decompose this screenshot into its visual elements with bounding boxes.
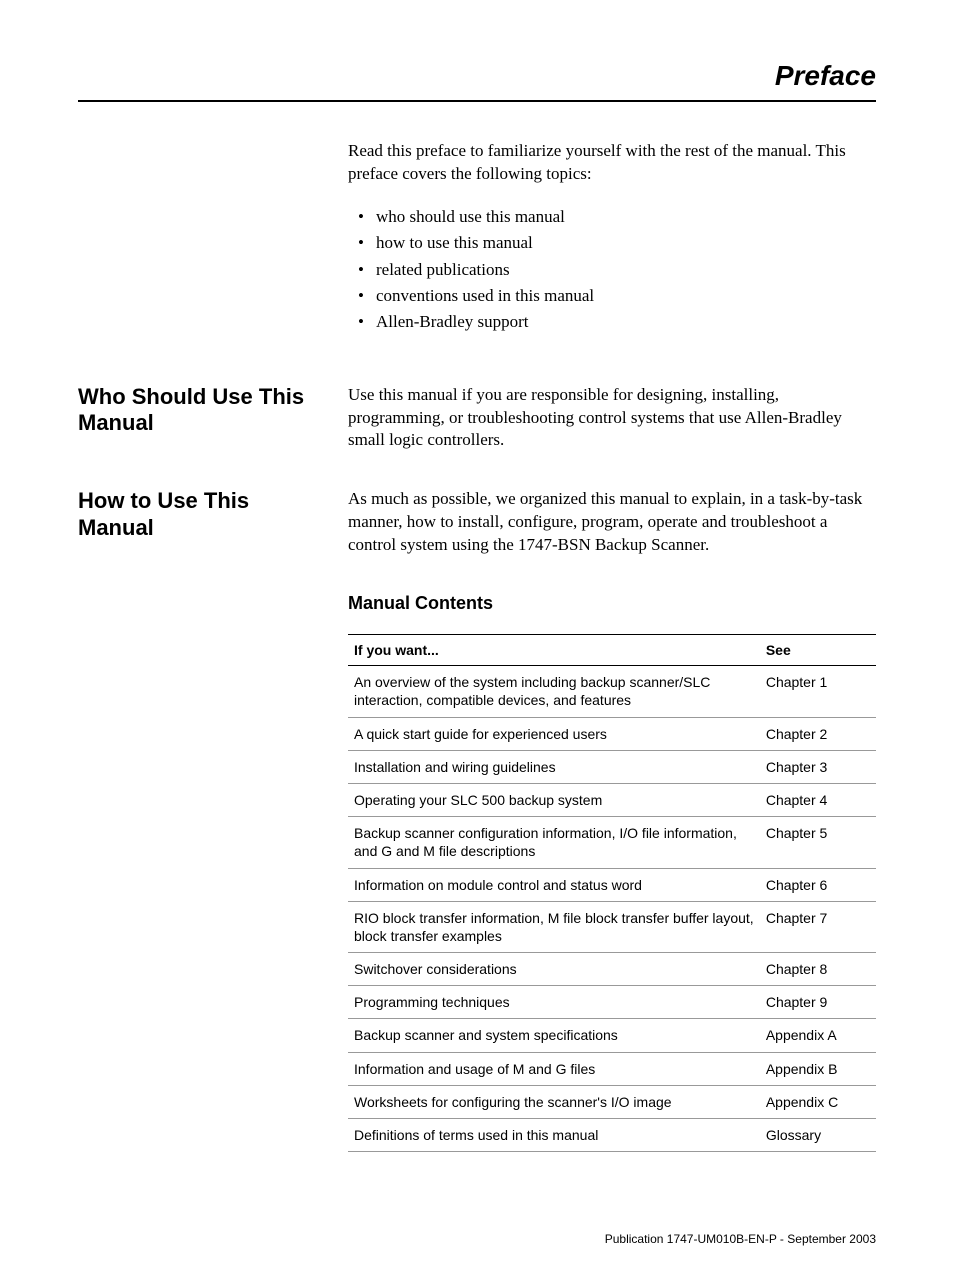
table-row: Installation and wiring guidelinesChapte… — [348, 750, 876, 783]
list-item: how to use this manual — [376, 230, 876, 256]
table-row: Backup scanner and system specifications… — [348, 1019, 876, 1052]
list-item: related publications — [376, 257, 876, 283]
section-heading: How to Use This Manual — [78, 488, 328, 541]
publication-footer: Publication 1747-UM010B-EN-P - September… — [78, 1232, 876, 1246]
cell: Chapter 1 — [760, 666, 876, 717]
cell: Chapter 6 — [760, 868, 876, 901]
section-body: As much as possible, we organized this m… — [348, 488, 876, 557]
cell: Definitions of terms used in this manual — [348, 1119, 760, 1152]
cell: Chapter 2 — [760, 717, 876, 750]
table-row: Programming techniquesChapter 9 — [348, 986, 876, 1019]
manual-contents-heading: Manual Contents — [348, 593, 876, 614]
cell: A quick start guide for experienced user… — [348, 717, 760, 750]
cell: Appendix C — [760, 1085, 876, 1118]
cell: Programming techniques — [348, 986, 760, 1019]
cell: Backup scanner configuration information… — [348, 817, 760, 868]
table-header-row: If you want... See — [348, 635, 876, 666]
cell: Worksheets for configuring the scanner's… — [348, 1085, 760, 1118]
cell: Information and usage of M and G files — [348, 1052, 760, 1085]
cell: RIO block transfer information, M file b… — [348, 901, 760, 952]
manual-contents-table: If you want... See An overview of the sy… — [348, 634, 876, 1152]
intro-paragraph: Read this preface to familiarize yoursel… — [348, 140, 876, 186]
cell: Chapter 9 — [760, 986, 876, 1019]
cell: Chapter 3 — [760, 750, 876, 783]
page-title: Preface — [78, 60, 876, 102]
cell: Switchover considerations — [348, 953, 760, 986]
table-row: Switchover considerationsChapter 8 — [348, 953, 876, 986]
column-header: If you want... — [348, 635, 760, 666]
section-body: Use this manual if you are responsible f… — [348, 384, 876, 453]
column-header: See — [760, 635, 876, 666]
table-row: Worksheets for configuring the scanner's… — [348, 1085, 876, 1118]
cell: Chapter 7 — [760, 901, 876, 952]
table-row: An overview of the system including back… — [348, 666, 876, 717]
intro-bullets: who should use this manual how to use th… — [348, 204, 876, 336]
table-row: RIO block transfer information, M file b… — [348, 901, 876, 952]
cell: Backup scanner and system specifications — [348, 1019, 760, 1052]
cell: Installation and wiring guidelines — [348, 750, 760, 783]
main-content: Read this preface to familiarize yoursel… — [348, 140, 876, 1152]
table-row: A quick start guide for experienced user… — [348, 717, 876, 750]
cell: Appendix B — [760, 1052, 876, 1085]
list-item: Allen-Bradley support — [376, 309, 876, 335]
cell: Glossary — [760, 1119, 876, 1152]
table-row: Information on module control and status… — [348, 868, 876, 901]
cell: Chapter 4 — [760, 783, 876, 816]
cell: Chapter 5 — [760, 817, 876, 868]
cell: Chapter 8 — [760, 953, 876, 986]
section-how-to-use: How to Use This Manual As much as possib… — [348, 488, 876, 557]
cell: Appendix A — [760, 1019, 876, 1052]
cell: Operating your SLC 500 backup system — [348, 783, 760, 816]
table-row: Operating your SLC 500 backup systemChap… — [348, 783, 876, 816]
list-item: who should use this manual — [376, 204, 876, 230]
table-row: Definitions of terms used in this manual… — [348, 1119, 876, 1152]
section-who-should-use: Who Should Use This Manual Use this manu… — [348, 384, 876, 453]
table-row: Backup scanner configuration information… — [348, 817, 876, 868]
list-item: conventions used in this manual — [376, 283, 876, 309]
section-heading: Who Should Use This Manual — [78, 384, 328, 437]
cell: An overview of the system including back… — [348, 666, 760, 717]
cell: Information on module control and status… — [348, 868, 760, 901]
table-row: Information and usage of M and G filesAp… — [348, 1052, 876, 1085]
